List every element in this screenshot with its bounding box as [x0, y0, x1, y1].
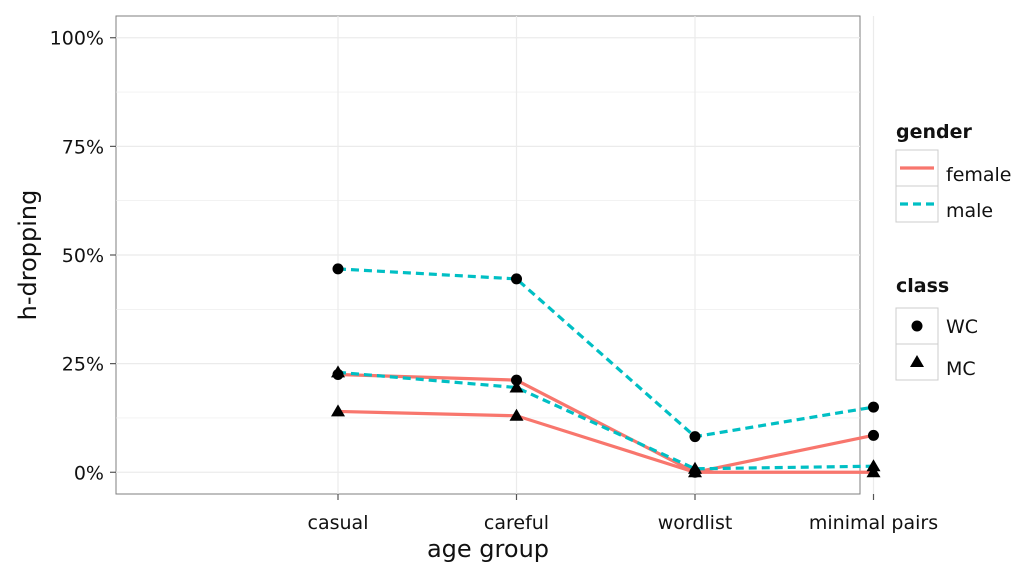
data-point-female-wc: [868, 429, 879, 441]
data-point-male-wc: [868, 401, 879, 413]
x-tick-label: minimal pairs: [809, 512, 938, 534]
legend-mc-symbol: [910, 355, 924, 367]
y-tick-label: 25%: [62, 354, 104, 376]
data-point-male-wc: [511, 273, 522, 285]
y-tick-label: 50%: [62, 245, 104, 267]
series-line-female-MC: [337, 409, 874, 474]
data-points: [331, 263, 881, 478]
data-point-female-mc: [509, 408, 524, 421]
y-tick-label: 100%: [50, 28, 104, 50]
data-point-female-mc: [331, 404, 345, 417]
x-axis-title: age group: [427, 535, 549, 563]
data-point-female-wc: [511, 374, 522, 386]
series-line-female-WC: [337, 372, 874, 474]
legend-wc-label: WC: [946, 316, 978, 338]
legend-female-label: female: [946, 164, 1012, 186]
x-tick-label: casual: [308, 512, 369, 534]
x-tick-label: careful: [484, 512, 549, 534]
data-point-male-mc: [509, 380, 524, 393]
data-point-male-mc: [688, 461, 702, 474]
data-point-male-wc: [332, 263, 344, 275]
legend-gender-title: gender: [896, 121, 973, 143]
data-point-male-mc: [331, 365, 345, 378]
y-tick-label: 0%: [74, 462, 104, 484]
legend-wc-symbol: [911, 320, 923, 332]
legend-class-title: class: [896, 275, 949, 297]
series-line-male-MC: [337, 370, 874, 471]
y-tick-label: 75%: [62, 136, 104, 158]
x-tick-label: wordlist: [658, 512, 733, 534]
legend-male-label: male: [946, 200, 993, 222]
legend-mc-label: MC: [946, 358, 976, 380]
legend-gender: gender female male: [895, 121, 1012, 223]
series-line-male-WC: [337, 267, 874, 439]
data-point-female-mc: [866, 465, 881, 478]
data-point-male-mc: [866, 459, 881, 472]
series-lines: [337, 267, 874, 474]
data-point-male-wc: [689, 431, 701, 443]
legend-class: class WC MC: [895, 275, 978, 381]
grid-lines: [116, 16, 875, 494]
axes: 0% 25% 50% 75% 100% casual careful wordlist mini…: [50, 28, 938, 534]
y-axis-title: h-dropping: [14, 190, 42, 321]
